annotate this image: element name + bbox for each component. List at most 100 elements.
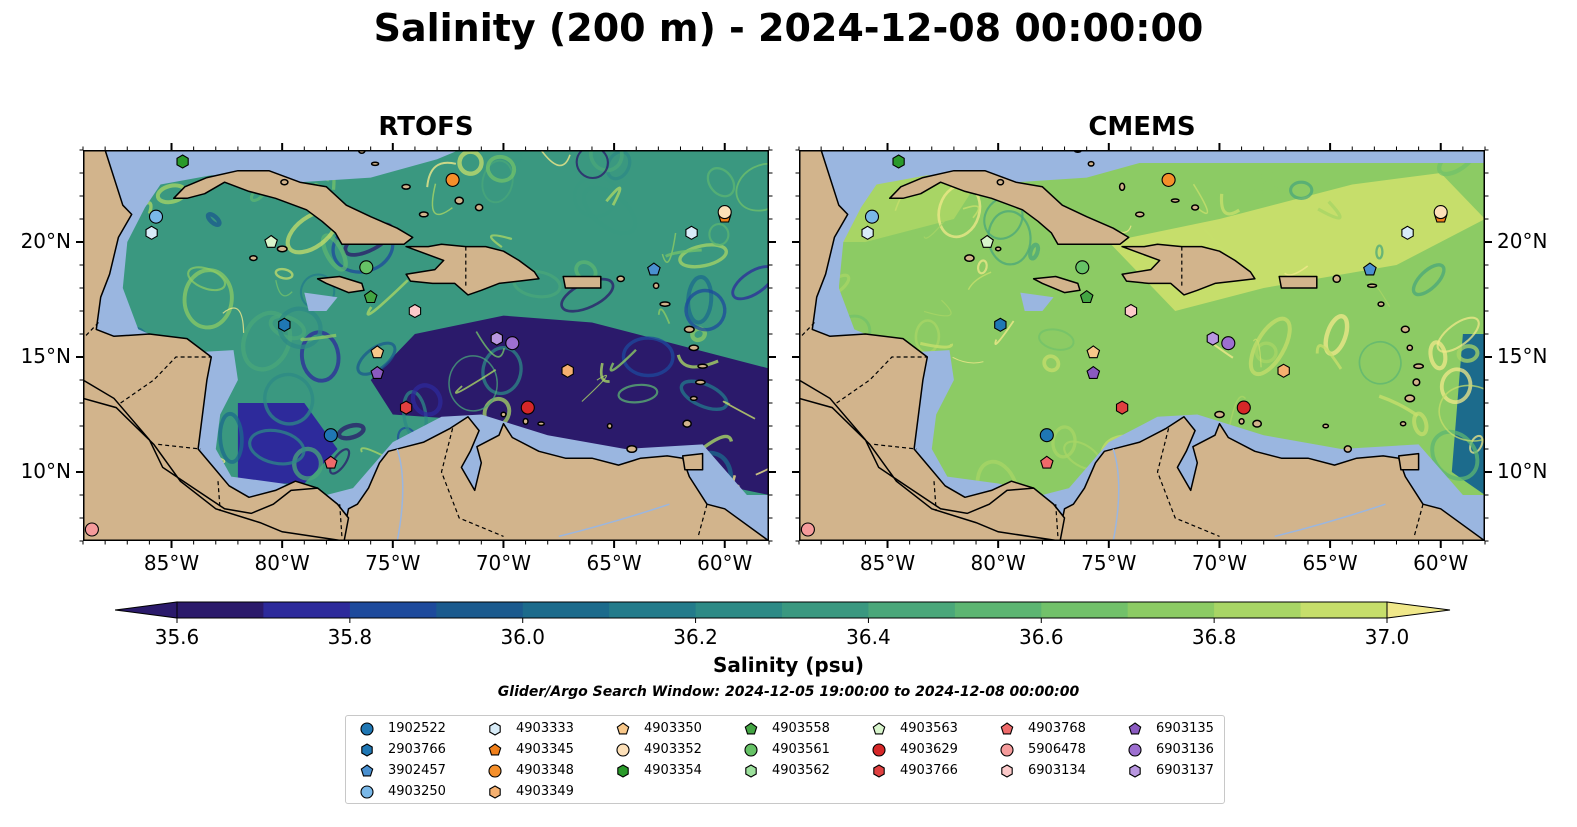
colorbar-segment [782,602,869,618]
lat-tick-label: 20°N [20,229,71,253]
hexagon-marker-icon [873,764,885,778]
lon-tick-label: 80°W [254,551,310,575]
float-marker-4903352 [1433,205,1448,220]
lon-tick-label: 80°W [970,551,1026,575]
circle-marker-icon [1000,743,1014,757]
legend-label: 6903136 [1156,742,1214,757]
pentagon-marker-icon [616,722,630,735]
legend: 1902522 2903766 3902457 4903250 4903333 49033… [345,715,1225,804]
circle-marker-icon [616,743,630,757]
legend-label: 4903561 [772,742,830,757]
float-marker-2903766 [278,317,291,332]
float-marker-6903135 [370,365,385,379]
lat-tick-label: 10°N [20,459,71,483]
circle-marker-icon [488,764,502,778]
hexagon-marker-icon [489,785,501,799]
hexagon-marker-icon [1129,764,1141,778]
circle-marker-icon [360,722,374,736]
lon-tick-label: 70°W [475,551,532,575]
rtofs-map-svg [83,150,769,541]
lon-tick-label: 85°W [859,551,916,575]
float-marker-4903349 [1277,363,1290,378]
float-marker-3902457 [647,262,661,276]
float-marker-6903134 [408,303,422,319]
legend-label: 4903766 [900,763,958,778]
hexagon-marker-icon [617,764,629,778]
lon-tick-label: 75°W [1081,551,1137,575]
float-marker-4903333 [685,225,698,240]
colorbar: 35.6 35.8 36.0 36.2 36.4 36.6 36.8 37.0 [114,600,1455,650]
colorbar-segment [349,602,437,618]
float-marker-4903768 [1040,455,1054,469]
colorbar-tick-label: 35.8 [328,625,373,649]
hexagon-marker-icon [745,764,757,778]
pentagon-marker-icon [1128,722,1142,735]
colorbar-segment [436,602,524,618]
float-marker-4903563 [264,234,278,248]
legend-label: 4903350 [644,721,702,736]
lon-tick-label: 75°W [365,551,421,575]
float-marker-4903629 [1236,400,1251,415]
lon-tick-label: 70°W [1191,551,1248,575]
figure-title: Salinity (200 m) - 2024-12-08 00:00:00 [373,6,1204,50]
float-marker-6903137 [1206,331,1219,346]
float-marker-4903354 [892,154,905,169]
legend-label: 4903250 [388,784,446,799]
float-marker-4903563 [980,234,994,248]
legend-label: 6903135 [1156,721,1214,736]
float-marker-3902457 [1363,262,1377,276]
lat-tick-label: 15°N [20,344,71,368]
float-marker-1902522 [1039,428,1054,443]
float-marker-4903333 [1401,225,1414,240]
legend-label: 5906478 [1028,742,1086,757]
float-marker-4903349 [561,363,574,378]
colorbar-segment [1041,602,1129,618]
search-window-text: Glider/Argo Search Window: 2024-12-05 19… [497,684,1080,700]
colorbar-segment [1127,602,1215,618]
legend-label: 4903333 [516,721,574,736]
float-marker-4903558 [363,290,378,304]
circle-marker-icon [360,785,374,799]
colorbar-segment [695,602,783,618]
circle-marker-icon [744,743,758,757]
float-marker-4903350 [370,345,385,359]
colorbar-tick-label: 36.2 [673,625,718,649]
colorbar-segment [868,602,956,618]
colorbar-segment [954,602,1042,618]
float-marker-4903348 [445,172,460,187]
legend-label: 4903562 [772,763,830,778]
pentagon-marker-icon [872,722,886,735]
float-marker-6903137 [490,331,503,346]
float-marker-4903561 [1075,260,1090,275]
float-marker-1902522 [323,428,338,443]
legend-label: 2903766 [388,742,446,757]
float-marker-4903250 [148,209,164,224]
float-marker-6903136 [505,336,520,351]
float-marker-5906478 [800,522,815,537]
lat-tick-label: 15°N [1497,344,1548,368]
float-marker-4903629 [520,400,535,415]
float-marker-4903766 [1115,400,1129,415]
pentagon-marker-icon [1000,722,1014,735]
colorbar-segment [522,602,610,618]
colorbar-tick-label: 36.0 [500,625,545,649]
colorbar-label: Salinity (psu) [712,653,864,677]
legend-label: 4903348 [516,763,574,778]
legend-label: 6903137 [1156,763,1214,778]
legend-label: 4903352 [644,742,702,757]
colorbar-tick-label: 37.0 [1365,625,1410,649]
legend-label: 4903558 [772,721,830,736]
colorbar-tick-label: 36.8 [1192,625,1237,649]
pentagon-marker-icon [360,764,374,777]
colorbar-segment [609,602,696,618]
float-marker-4903348 [1161,172,1176,187]
float-marker-4903250 [864,209,880,224]
legend-label: 4903345 [516,742,574,757]
float-marker-4903352 [717,205,732,220]
legend-label: 4903563 [900,721,958,736]
pentagon-marker-icon [744,722,758,735]
panel-title-rtofs: RTOFS [378,112,474,142]
lon-tick-label: 85°W [143,551,200,575]
float-marker-4903768 [324,455,338,469]
cmems-map-svg [799,150,1485,541]
